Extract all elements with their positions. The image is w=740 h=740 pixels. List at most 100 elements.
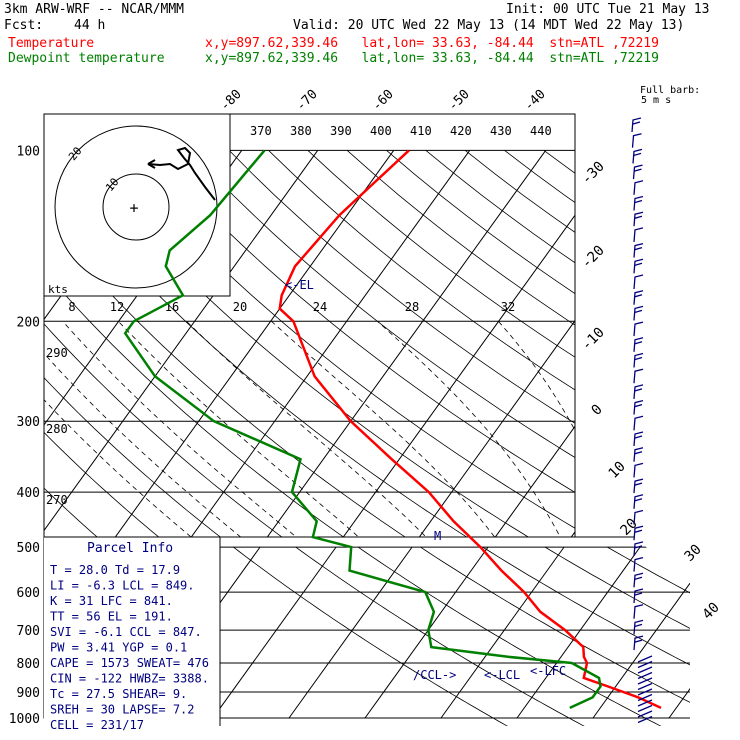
parcel-row: T = 28.0 Td = 17.9 xyxy=(50,563,180,577)
wind-barb xyxy=(633,242,644,258)
wind-barb xyxy=(633,588,644,604)
isotherm-line xyxy=(668,546,690,719)
wind-barb xyxy=(631,117,642,133)
hodograph-speed-label: 24 xyxy=(313,300,327,314)
wind-barb-feather xyxy=(634,639,643,643)
theta-left-label: 290 xyxy=(46,346,68,360)
wind-barb-feather xyxy=(634,356,643,361)
moist-adiabat-line xyxy=(118,321,518,719)
theta-label: 400 xyxy=(370,124,392,138)
model-title: 3km ARW-WRF -- NCAR/MMM xyxy=(4,2,185,17)
barb-note-line1: Full barb: xyxy=(640,85,700,96)
dewpoint-station-info: x,y=897.62,339.46 lat,lon= 33.63, -84.44… xyxy=(205,51,659,66)
isotherm-line xyxy=(0,150,14,718)
isotherm-right-label: -30 xyxy=(579,159,608,188)
pressure-tick-label: 600 xyxy=(17,586,40,601)
wind-barbs: Full barb:5 m s xyxy=(631,85,700,724)
low-level-wind-barb xyxy=(637,710,653,718)
isotherm-top-label: -80 xyxy=(218,87,245,114)
wind-barb-feather xyxy=(634,592,643,596)
wind-barb-feather xyxy=(634,294,643,298)
wind-barb xyxy=(633,274,644,290)
hodograph-trace xyxy=(147,146,216,201)
wind-barb-feather xyxy=(634,199,643,204)
wind-barb xyxy=(631,133,642,148)
wind-barb xyxy=(632,164,643,180)
wind-barb-feather xyxy=(634,262,643,266)
pressure-tick-label: 800 xyxy=(17,657,40,672)
wind-barb xyxy=(633,604,644,619)
wind-barb xyxy=(633,258,644,274)
dry-adiabat-line xyxy=(268,150,575,391)
parcel-row: Tc = 27.5 SHEAR= 9. xyxy=(50,687,187,701)
dry-adiabat-line xyxy=(150,150,575,493)
parcel-info-panel: Parcel Info T = 28.0 Td = 17.9 LI = -6.3 L… xyxy=(44,536,690,732)
isotherm-top-label: -70 xyxy=(294,87,321,114)
parcel-row: K = 31 LFC = 841. xyxy=(50,594,173,608)
barb-note-line2: 5 m s xyxy=(641,95,671,106)
parcel-row: SVI = -6.1 CCL = 847. xyxy=(50,625,202,639)
hodograph-ring-inner xyxy=(102,173,170,241)
wind-barb xyxy=(633,462,644,478)
hodograph-frame xyxy=(43,113,231,297)
dry-adiabat-line xyxy=(544,546,690,726)
pressure-tick-label: 1000 xyxy=(9,712,40,727)
theta-label: 370 xyxy=(250,124,272,138)
wind-barb xyxy=(633,494,644,509)
parcel-row: LI = -6.3 LCL = 849. xyxy=(50,579,195,593)
sounding-series xyxy=(123,149,662,710)
dry-adiabat-line xyxy=(233,546,515,726)
parcel-row: CIN = -122 HWBZ= 3388. xyxy=(50,672,209,686)
wind-barb-feather xyxy=(634,215,643,219)
isotherm-line xyxy=(364,546,489,719)
wind-barb-feather xyxy=(634,341,643,345)
init-time: Init: 00 UTC Tue 21 May 13 xyxy=(506,2,710,17)
lfc-marker: <-LFC xyxy=(530,664,566,678)
lcl-marker: <-LCL xyxy=(484,668,520,682)
low-level-wind-barb xyxy=(637,704,653,713)
temperature-legend: Temperature xyxy=(8,36,95,51)
temperature-line xyxy=(278,149,662,710)
low-level-wind-barb xyxy=(637,682,653,691)
parcel-panel-bg xyxy=(44,537,690,726)
wind-barb-feather xyxy=(634,246,643,251)
wind-barb-feather xyxy=(634,623,643,628)
wind-barb xyxy=(633,195,644,211)
low-level-wind-barb xyxy=(637,688,653,696)
wind-barb-feather xyxy=(634,451,643,455)
isotherm-right-label: 10 xyxy=(606,459,629,482)
pressure-tick-label: 100 xyxy=(17,144,40,159)
wind-barb-feather xyxy=(634,309,643,314)
dry-adiabat-line xyxy=(357,546,669,726)
theta-label: 440 xyxy=(530,124,552,138)
wind-barb xyxy=(633,525,644,541)
wind-barb-feather xyxy=(632,121,641,125)
pressure-tick-label: 900 xyxy=(17,686,40,701)
wind-barb xyxy=(633,368,644,384)
parcel-row: CELL = 231/17 xyxy=(50,718,144,732)
isotherm-right-label: 30 xyxy=(682,542,705,565)
wind-barb xyxy=(633,290,644,305)
hodograph-speed-label: 28 xyxy=(405,300,419,314)
dry-adiabat-line xyxy=(228,150,575,424)
hodograph-speed-label: 20 xyxy=(233,300,247,314)
wind-barb-feather xyxy=(634,545,643,549)
wind-barb xyxy=(633,509,644,525)
wind-barb xyxy=(633,415,644,431)
low-level-wind-barb xyxy=(637,699,653,707)
wind-barb xyxy=(633,635,644,651)
dry-adiabat-line xyxy=(71,150,575,566)
level-markers: <-EL/CCL-> <-LCL <-LFC M xyxy=(285,278,566,682)
forecast-hour: 44 h xyxy=(74,18,106,33)
hodograph-speed-label: 8 xyxy=(68,300,75,314)
wind-barb-feather xyxy=(634,403,643,408)
isotherm-right-label: -10 xyxy=(579,325,608,354)
low-level-wind-barb xyxy=(637,693,653,702)
dewpoint-line xyxy=(123,149,602,710)
freezing-level-marker: M xyxy=(434,529,441,543)
theta-left-label: 280 xyxy=(46,422,68,436)
dry-adiabat-line xyxy=(110,150,575,529)
